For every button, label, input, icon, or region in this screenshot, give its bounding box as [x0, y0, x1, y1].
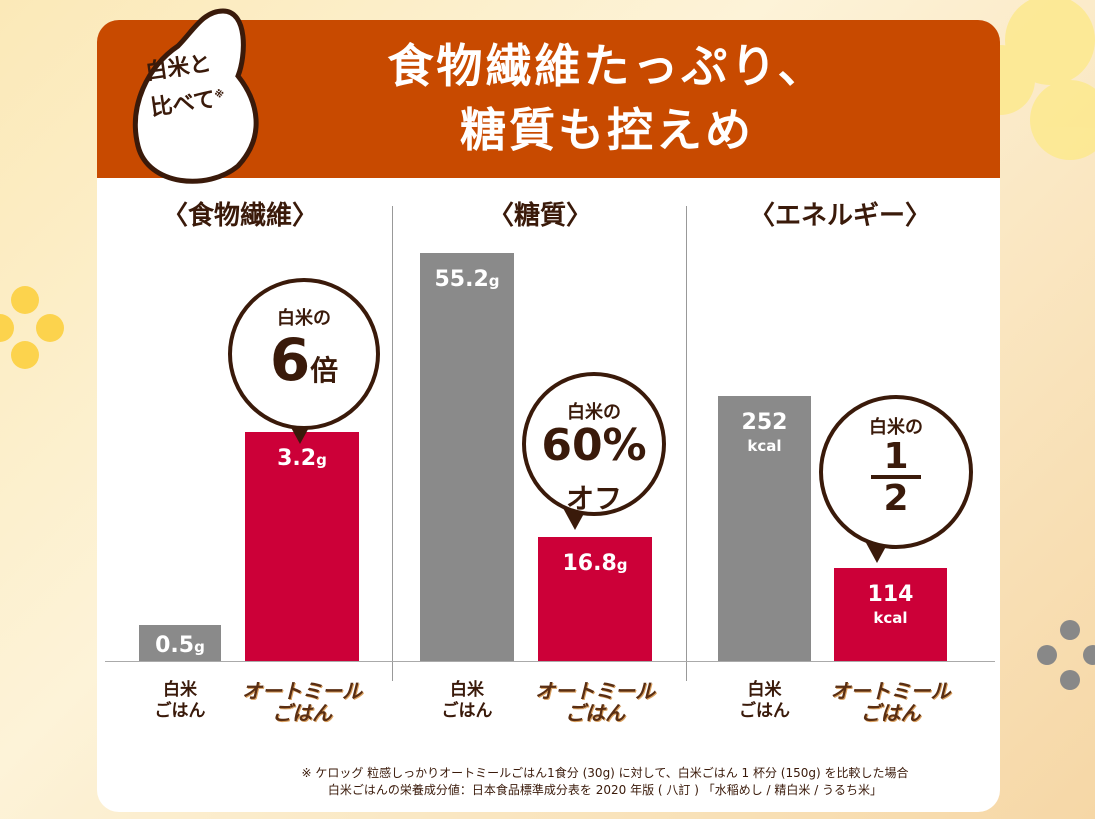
flower-icon — [0, 286, 64, 369]
callout-number: 6 — [269, 326, 311, 394]
bar-value: 3.2g — [245, 445, 359, 471]
baseline — [105, 661, 995, 662]
badge-line2: 比べて — [149, 87, 218, 122]
rice-label-line1: 白米 — [747, 680, 782, 700]
callout-value: 60% オフ — [526, 424, 662, 521]
divider — [392, 206, 393, 681]
oatmeal-bar: 3.2g — [245, 431, 359, 661]
oat-label-line1: オートミール — [242, 679, 362, 703]
value-number: 114 — [867, 581, 914, 607]
callout-number: 60% — [541, 420, 647, 471]
rice-bar: 252 kcal — [718, 396, 811, 661]
callout-bubble: 白米の 6倍 — [228, 278, 380, 430]
bar-value: 0.5g — [139, 635, 221, 658]
callout-suffix: 倍 — [310, 354, 339, 387]
oat-label-line2: ごはん — [860, 701, 921, 725]
divider — [686, 206, 687, 681]
callout-bubble: 白米の 1 2 — [819, 395, 973, 549]
badge-text: 白米と 比べて※ — [144, 47, 228, 125]
rice-label-line2: ごはん — [739, 701, 790, 721]
rice-bar: 55.2g — [420, 252, 514, 661]
category-label-oatmeal: オートミール ごはん — [227, 680, 377, 724]
category-label-oatmeal: オートミール ごはん — [520, 680, 670, 724]
value-unit: g — [488, 271, 500, 290]
callout-label: 白米の — [567, 402, 621, 423]
rice-label-line1: 白米 — [163, 680, 197, 700]
value-number: 3.2 — [277, 445, 317, 471]
panel-title: 〈食物繊維〉 — [161, 201, 318, 231]
value-unit: kcal — [873, 608, 908, 627]
callout-suffix: オフ — [565, 482, 622, 515]
category-label-rice: 白米 ごはん — [427, 680, 507, 722]
callout-bubble: 白米の 60% オフ — [522, 372, 666, 516]
oat-label-line2: ごはん — [565, 701, 625, 725]
footnote: ※ ケロッグ 粒感しっかりオートミールごはん1食分 (30g) に対して、白米ご… — [215, 765, 995, 799]
panel-title: 〈糖質〉 — [487, 201, 592, 231]
headline-line2: 糖質も控えめ — [460, 103, 754, 157]
oat-label-line1: オートミール — [535, 679, 655, 703]
fraction-denominator: 2 — [883, 478, 909, 519]
category-label-rice: 白米 ごはん — [725, 680, 805, 722]
value-unit: kcal — [747, 437, 782, 456]
category-label-rice: 白米 ごはん — [140, 680, 220, 722]
rice-label-line2: ごはん — [154, 701, 206, 721]
value-number: 16.8 — [562, 550, 617, 576]
oat-label-line2: ごはん — [272, 701, 332, 725]
headline: 食物繊維たっぷり、 糖質も控えめ — [287, 34, 927, 162]
panel-title: 〈エネルギー〉 — [748, 201, 931, 231]
callout-label: 白米の — [869, 417, 923, 438]
value-number: 55.2 — [434, 266, 489, 292]
flower-icon — [1037, 620, 1095, 690]
value-number: 0.5 — [155, 633, 195, 659]
value-unit: g — [616, 555, 628, 574]
fraction-numerator: 1 — [871, 439, 921, 479]
bar-value: 114 kcal — [834, 581, 947, 629]
bar-value: 55.2g — [420, 266, 514, 292]
callout-label: 白米の — [277, 308, 331, 329]
oat-label-line1: オートミール — [830, 679, 951, 703]
rice-grain-badge — [132, 8, 259, 184]
bar-value: 16.8g — [538, 550, 652, 576]
footnote-line1: ※ ケロッグ 粒感しっかりオートミールごはん1食分 (30g) に対して、白米ご… — [301, 766, 909, 780]
oatmeal-bar: 114 kcal — [834, 567, 947, 661]
value-number: 252 — [741, 410, 788, 436]
rice-label-line2: ごはん — [441, 701, 493, 721]
value-unit: g — [194, 638, 205, 657]
rice-bar: 0.5g — [139, 625, 221, 661]
badge-footnote-mark: ※ — [213, 88, 226, 101]
headline-line1: 食物繊維たっぷり、 — [387, 39, 827, 93]
bar-value: 252 kcal — [718, 412, 811, 457]
category-label-oatmeal: オートミール ごはん — [816, 680, 966, 724]
rice-label-line1: 白米 — [450, 680, 484, 700]
oatmeal-bar: 16.8g — [538, 536, 652, 661]
footnote-line2: 白米ごはんの栄養成分値：日本食品標準成分表を 2020 年版 ( 八訂 ) 「水… — [327, 783, 883, 797]
callout-value: 6倍 — [232, 330, 376, 405]
value-unit: g — [316, 450, 327, 469]
